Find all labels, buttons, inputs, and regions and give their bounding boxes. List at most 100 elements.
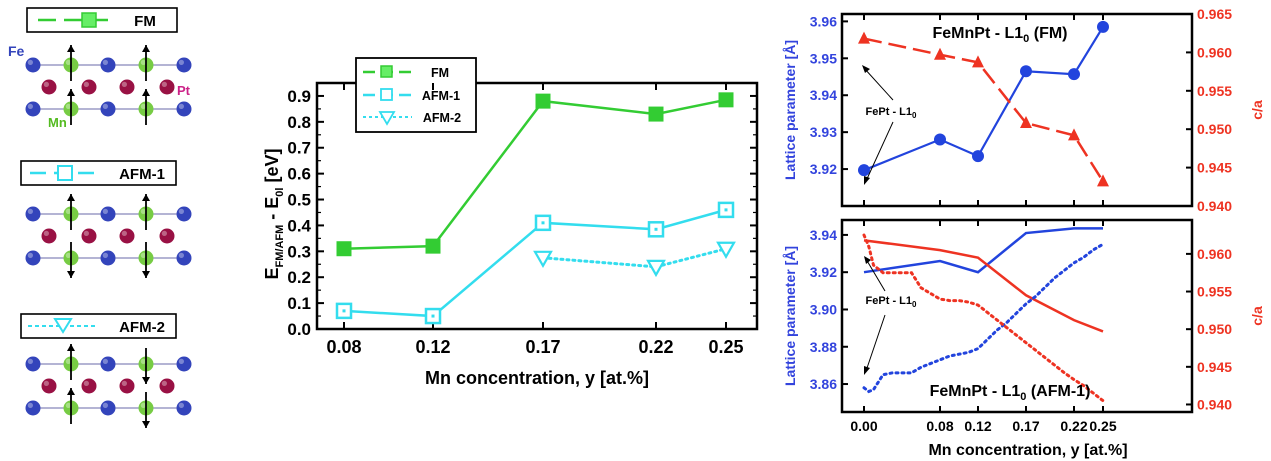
chart2-y-right-tick-label: 0.945: [1197, 160, 1232, 176]
chart3-y-right-tick-label: 0.950: [1197, 321, 1232, 337]
fe-atom-highlight: [102, 103, 108, 109]
chart1-point-center: [431, 314, 435, 318]
chart2-lattice-point: [972, 150, 984, 163]
chart1-point-FM: [425, 238, 441, 254]
chart2-y-left-tick-label: 3.95: [810, 50, 837, 66]
pt-atom-highlight: [161, 380, 167, 386]
chart1-y-tick-label: 0.4: [287, 216, 311, 235]
spin-up-arrow-head: [67, 194, 75, 201]
fe-atom: [100, 101, 116, 117]
pt-atom-highlight: [121, 230, 127, 236]
chart1-x-tick-label: 0.25: [708, 337, 743, 357]
spin-up-arrow-head: [142, 45, 150, 52]
pt-atom: [119, 228, 135, 244]
fe-atom: [25, 356, 41, 372]
spin-up-arrow-head: [67, 89, 75, 96]
chart2-lattice-point: [1068, 68, 1080, 81]
chart1-point-FM: [648, 106, 664, 122]
chart1-legend-afm2: AFM-2: [423, 111, 461, 125]
chart3-x-tick-label: 0.00: [850, 418, 877, 434]
chart2-lattice-point: [1097, 20, 1109, 33]
fe-atom: [25, 57, 41, 73]
chart1-frame: [315, 81, 759, 331]
chart2-y-right-tick-label: 0.940: [1197, 198, 1232, 214]
chart1-y-tick-label: 0.1: [287, 294, 311, 313]
fe-atom-highlight: [27, 103, 33, 109]
pt-atom-highlight: [83, 380, 89, 386]
chart1-point-center: [541, 221, 545, 225]
lattice-afm1-chart: 3.86 3.88 3.90 3.92 3.94 0.940 0.945 0.950 0.955…: [782, 218, 1265, 459]
chart1-y-tick-label: 0.6: [287, 165, 311, 184]
pt-atom: [81, 228, 97, 244]
fe-atom-highlight: [27, 59, 33, 65]
pt-atom: [159, 79, 175, 95]
chart2-marks: 3.92 3.93 3.94 3.95 3.96 0.940 0.945 0.950 0.955…: [810, 6, 1232, 214]
fe-label: Fe: [8, 43, 25, 59]
fe-atom-highlight: [27, 252, 33, 258]
mn-atom-highlight: [140, 59, 146, 65]
fe-atom: [25, 400, 41, 416]
pt-atom-highlight: [43, 380, 49, 386]
chart2-y-right-label: c/a: [1249, 100, 1265, 120]
fe-atom-highlight: [27, 358, 33, 364]
legend-label-fm: FM: [134, 13, 156, 30]
chart2-y-right-tick-label: 0.960: [1197, 44, 1232, 60]
mn-atom-highlight: [65, 358, 71, 364]
pt-atom: [159, 228, 175, 244]
pt-atom: [119, 378, 135, 394]
fe-atom: [25, 206, 41, 222]
spin-down-arrow-head: [142, 421, 150, 428]
chart3-y-left-tick-label: 3.94: [810, 227, 837, 243]
energy-chart: FM AFM-1 AFM-2 0.00.10.20.30.40.50.60.70…: [262, 57, 759, 388]
chart1-point-center: [654, 227, 658, 231]
pt-atom: [159, 378, 175, 394]
fe-atom-highlight: [178, 59, 184, 65]
chart1-y-tick-label: 0.3: [287, 242, 311, 261]
chart2-lattice-point: [858, 164, 870, 177]
chart3-y-right-tick-label: 0.940: [1197, 396, 1232, 412]
legend-box-fm: FM: [26, 7, 178, 33]
chart1-legend-fm: FM: [431, 66, 449, 80]
chart3-title: FeMnPt - L10 (AFM-1): [930, 383, 1091, 403]
chart1-x-tick-label: 0.12: [415, 337, 450, 357]
chart2-ca-point: [934, 47, 946, 60]
chart2-lattice-point: [934, 133, 946, 146]
chart2-ca-point: [1020, 116, 1032, 129]
chart1-x-label: Mn concentration, y [at.%]: [425, 368, 649, 388]
legend-box-afm2: AFM-2: [20, 313, 177, 339]
fe-atom: [176, 250, 192, 266]
magnetic-structures-panel: FM Fe Pt Mn AFM-1 AFM-2: [8, 7, 192, 428]
fe-atom-highlight: [27, 208, 33, 214]
chart3-line-left-dotted: [862, 242, 1105, 394]
chart3-x-tick-label: 0.12: [964, 418, 991, 434]
fe-atom-highlight: [178, 208, 184, 214]
spin-down-arrow-head: [142, 271, 150, 278]
chart3-marks: 3.86 3.88 3.90 3.92 3.94 0.940 0.945 0.950 0.955…: [810, 220, 1232, 434]
chart3-y-right-tick-label: 0.955: [1197, 284, 1232, 300]
chart1-point-FM: [535, 93, 551, 109]
chart1-y-label: EFM/AFM - E0l [eV]: [262, 149, 286, 280]
chart3-frame: [840, 218, 1194, 414]
fe-atom: [25, 250, 41, 266]
chart1-point-AFM-2: [716, 241, 736, 259]
fe-atom-highlight: [178, 252, 184, 258]
mn-atom-highlight: [140, 402, 146, 408]
fe-atom-highlight: [178, 103, 184, 109]
chart3-x-tick-label: 0.17: [1012, 418, 1039, 434]
fe-atom-highlight: [102, 358, 108, 364]
chart3-y-left-tick-label: 3.88: [810, 339, 837, 355]
fe-atom: [100, 206, 116, 222]
pt-atom-highlight: [43, 230, 49, 236]
chart2-y-right-tick-label: 0.955: [1197, 83, 1232, 99]
mn-atom-highlight: [65, 252, 71, 258]
pt-atom-highlight: [83, 81, 89, 87]
fe-atom: [176, 400, 192, 416]
chart3-x-tick-label: 0.25: [1089, 418, 1116, 434]
mn-atom-highlight: [65, 208, 71, 214]
chart1-y-tick-label: 0.2: [287, 268, 311, 287]
chart2-ca-point: [972, 55, 984, 68]
chart3-line-right-dotted: [862, 233, 1105, 403]
spin-up-arrow-head: [142, 194, 150, 201]
chart3-y-left-tick-label: 3.92: [810, 264, 837, 280]
svg-text:FePt - L10: FePt - L10: [866, 295, 917, 309]
